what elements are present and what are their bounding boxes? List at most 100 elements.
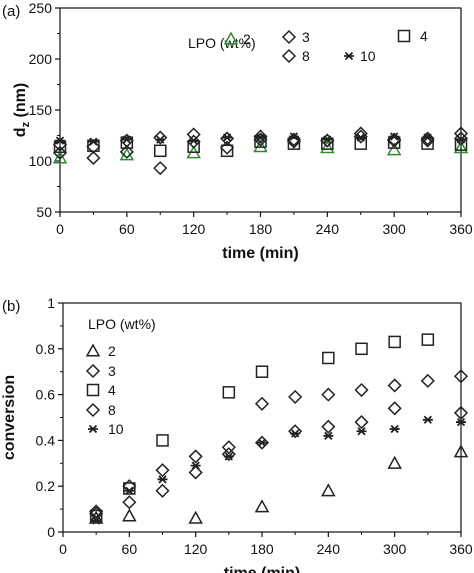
data-point-lpo-3	[52, 145, 68, 160]
series-2	[52, 139, 469, 164]
legend-title: LPO (wt%)	[188, 35, 256, 51]
data-point-lpo-8	[188, 449, 203, 464]
data-point-lpo-10	[355, 133, 366, 142]
data-point-lpo-2	[254, 499, 270, 513]
data-point-lpo-8	[420, 133, 435, 148]
x-tick-label: 120	[182, 221, 206, 237]
y-tick-label: 0.8	[36, 341, 56, 357]
data-point-lpo-10	[188, 136, 199, 145]
data-point-lpo-10	[91, 516, 102, 525]
data-point-lpo-3	[188, 465, 203, 480]
x-axis-title: time (min)	[224, 565, 300, 573]
y-tick-label: 0	[47, 524, 55, 540]
y-axis-title-main: d	[12, 127, 29, 137]
data-point-lpo-8	[186, 134, 201, 149]
data-point-lpo-2	[253, 139, 268, 153]
y-tick-label: 150	[29, 102, 53, 118]
y-axis-title-unit: (nm)	[12, 83, 29, 122]
x-tick-label: 240	[316, 221, 340, 237]
y-tick-label: 250	[29, 0, 53, 16]
data-point-lpo-10	[124, 486, 135, 495]
x-tick-label: 180	[250, 541, 274, 557]
data-point-lpo-10	[121, 135, 132, 144]
data-point-lpo-10	[422, 133, 433, 142]
data-point-lpo-10	[456, 417, 466, 427]
data-point-lpo-4	[355, 342, 368, 356]
legend-marker-lpo-2	[85, 343, 101, 357]
data-point-lpo-8	[387, 378, 402, 393]
data-point-lpo-10	[190, 461, 201, 470]
x-tick-label: 0	[56, 221, 64, 237]
data-point-lpo-4	[123, 482, 136, 495]
data-point-lpo-8	[354, 382, 369, 398]
data-point-lpo-3	[86, 150, 101, 166]
series-10	[55, 132, 466, 146]
legend-label: 10	[360, 48, 376, 64]
data-point-lpo-2	[122, 508, 137, 522]
data-point-lpo-10	[288, 132, 299, 141]
y-axis-title: dz (nm)	[12, 83, 32, 137]
series-2	[88, 444, 469, 524]
data-point-lpo-10	[356, 427, 367, 436]
data-point-lpo-10	[222, 133, 233, 142]
data-point-lpo-3	[420, 131, 435, 146]
data-point-lpo-4	[254, 135, 267, 148]
data-point-lpo-8	[387, 133, 402, 148]
data-point-lpo-8	[86, 139, 101, 154]
plot-frame	[62, 302, 462, 533]
data-point-lpo-3	[253, 129, 268, 144]
data-point-lpo-4	[156, 434, 169, 447]
data-point-lpo-3	[354, 415, 369, 430]
x-tick-label: 60	[119, 221, 135, 237]
legend-label: 8	[302, 48, 310, 64]
data-point-lpo-3	[155, 483, 170, 498]
x-tick-label: 0	[59, 541, 67, 557]
y-axis-title-subscript: z	[20, 121, 32, 127]
legend-label: 3	[108, 363, 116, 379]
data-point-lpo-10	[157, 475, 168, 484]
data-point-lpo-8	[453, 131, 469, 146]
data-point-lpo-8	[288, 389, 303, 404]
legend-marker-lpo-3	[85, 363, 101, 379]
x-tick-label: 360	[449, 541, 473, 557]
data-point-lpo-3	[420, 373, 435, 388]
data-point-lpo-3	[254, 435, 270, 450]
y-tick-label: 0.2	[36, 478, 56, 494]
data-point-lpo-10	[290, 429, 301, 438]
legend-title: LPO (wt%)	[88, 316, 156, 332]
y-axis-title-main: conversion	[1, 375, 18, 460]
data-point-lpo-2	[386, 142, 402, 156]
data-point-lpo-3	[387, 401, 402, 416]
data-point-lpo-3	[288, 424, 303, 439]
x-axis-title: time (min)	[222, 245, 298, 262]
data-point-lpo-8	[221, 440, 236, 455]
x-tick-label: 120	[184, 541, 208, 557]
data-point-lpo-3	[353, 126, 368, 141]
legend-marker-lpo-10	[88, 424, 98, 434]
legend-label: 8	[108, 402, 116, 418]
legend-marker-lpo-10	[344, 51, 354, 61]
y-tick-label: 0.4	[36, 432, 56, 448]
y-tick-label: 1	[47, 295, 55, 311]
data-point-lpo-2	[321, 483, 336, 497]
data-point-lpo-4	[222, 386, 236, 399]
x-tick-label: 240	[317, 541, 341, 557]
x-tick-label: 180	[249, 221, 273, 237]
data-point-lpo-10	[456, 135, 466, 144]
data-point-lpo-3	[453, 369, 469, 384]
data-point-lpo-10	[55, 136, 65, 145]
data-point-lpo-3	[119, 144, 134, 159]
data-point-lpo-8	[155, 463, 170, 478]
data-point-lpo-2	[453, 140, 469, 154]
data-point-lpo-8	[89, 504, 104, 519]
data-point-lpo-4	[322, 351, 335, 365]
panel-label: (b)	[2, 298, 20, 315]
data-point-lpo-8	[254, 396, 270, 411]
y-tick-label: 100	[29, 153, 53, 169]
series-8	[89, 378, 469, 519]
data-point-lpo-4	[154, 144, 167, 158]
data-point-lpo-8	[153, 161, 168, 176]
plot-frame	[59, 7, 462, 213]
data-point-lpo-8	[353, 129, 368, 144]
chart-panel-0: 0 60 120 180 240 300 360 50 100 150 200 250 time (mi…	[2, 0, 473, 262]
